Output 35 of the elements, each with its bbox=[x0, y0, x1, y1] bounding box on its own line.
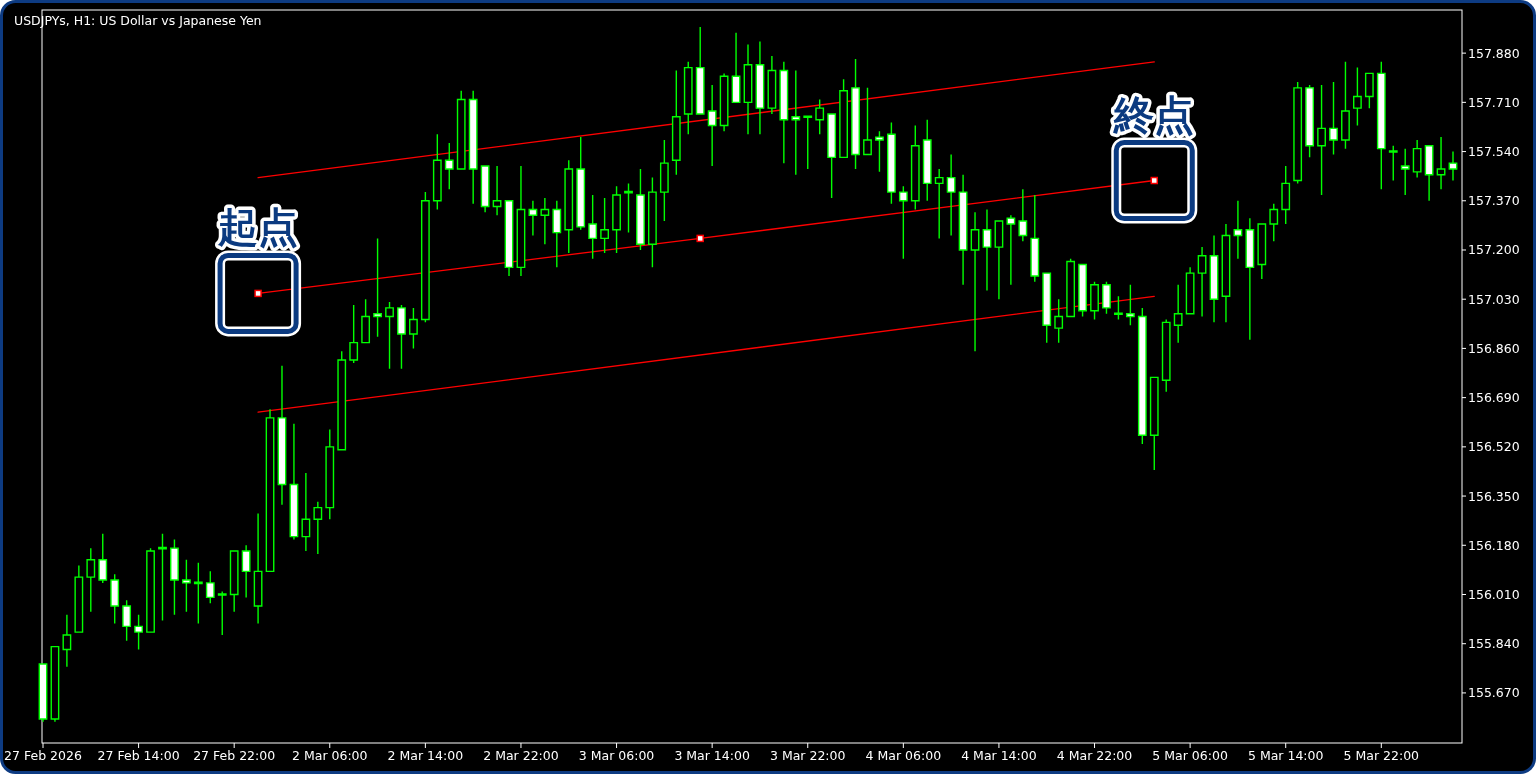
y-tick-label: 157.880 bbox=[1468, 45, 1520, 61]
y-tick-label: 157.710 bbox=[1468, 94, 1520, 110]
x-tick-label: 5 Mar 22:00 bbox=[1343, 748, 1420, 763]
x-tick-label: 27 Feb 14:00 bbox=[97, 748, 180, 763]
x-tick-label: 4 Mar 14:00 bbox=[961, 748, 1037, 763]
annotation: 終点 bbox=[1113, 91, 1195, 138]
y-tick-label: 155.670 bbox=[1468, 685, 1520, 701]
x-tick-label: 4 Mar 06:00 bbox=[865, 748, 942, 763]
y-tick-label: 156.690 bbox=[1468, 390, 1520, 406]
chart-title: USDJPYs, H1: US Dollar vs Japanese Yen bbox=[14, 13, 262, 28]
annotation: 起点 bbox=[217, 204, 299, 251]
x-tick-label: 5 Mar 14:00 bbox=[1247, 748, 1324, 763]
y-tick-label: 156.350 bbox=[1468, 488, 1520, 504]
x-tick-label: 2 Mar 06:00 bbox=[292, 748, 368, 763]
point bbox=[696, 234, 704, 243]
x-tick-label: 27 Feb 2026 bbox=[4, 748, 82, 763]
y-tick-label: 157.030 bbox=[1468, 291, 1520, 307]
x-tick-label: 27 Feb 22:00 bbox=[193, 748, 276, 763]
x-tick-label: 5 Mar 06:00 bbox=[1152, 748, 1228, 763]
point bbox=[254, 289, 262, 298]
point bbox=[1150, 176, 1159, 185]
x-tick-label: 3 Mar 14:00 bbox=[674, 748, 750, 763]
x-tick-label: 3 Mar 06:00 bbox=[578, 748, 655, 763]
y-tick-label: 157.540 bbox=[1468, 144, 1520, 160]
y-tick-label: 156.860 bbox=[1468, 340, 1520, 356]
x-tick-label: 2 Mar 22:00 bbox=[483, 748, 559, 763]
y-tick-label: 157.200 bbox=[1468, 242, 1520, 258]
x-tick-label: 4 Mar 22:00 bbox=[1056, 748, 1133, 763]
y-tick-label: 156.180 bbox=[1468, 537, 1520, 553]
x-tick-label: 3 Mar 22:00 bbox=[769, 748, 846, 763]
y-tick-label: 155.840 bbox=[1468, 636, 1520, 652]
y-tick-label: 157.370 bbox=[1468, 193, 1520, 209]
y-tick-label: 156.010 bbox=[1468, 586, 1520, 602]
y-tick-label: 156.520 bbox=[1468, 439, 1520, 455]
x-tick-label: 2 Mar 14:00 bbox=[387, 748, 464, 763]
